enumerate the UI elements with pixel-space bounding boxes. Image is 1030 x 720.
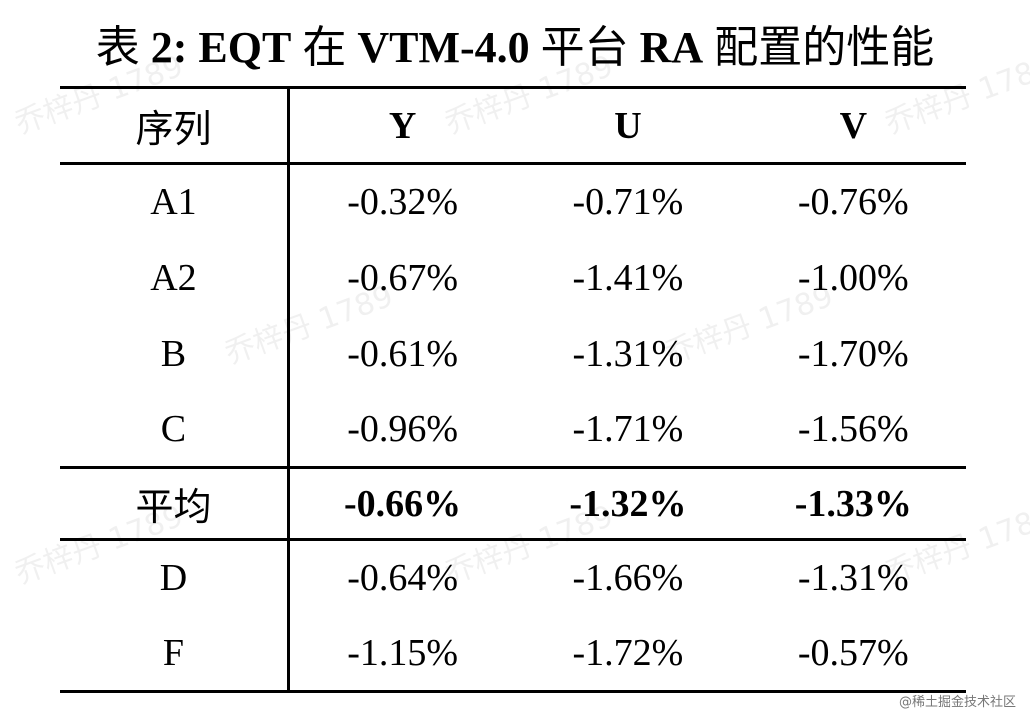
table-row: C -0.96% -1.71% -1.56% bbox=[60, 391, 966, 468]
caption-part: 配置的性能 bbox=[703, 23, 935, 72]
cell-v: -0.76% bbox=[797, 181, 909, 224]
header-y: Y bbox=[288, 86, 516, 165]
cell-v: -1.31% bbox=[797, 557, 909, 600]
cell-u: -1.66% bbox=[572, 557, 684, 600]
cell-y: -0.64% bbox=[347, 557, 458, 600]
header-v: V bbox=[740, 86, 966, 165]
cell-u: -0.71% bbox=[572, 181, 684, 224]
row-seq: C bbox=[60, 391, 290, 468]
cell-y: -0.61% bbox=[347, 332, 458, 375]
caption-part: EQT bbox=[198, 23, 292, 72]
cell-y: -0.66% bbox=[288, 466, 516, 541]
table-row: D -0.64% -1.66% -1.31% bbox=[60, 539, 966, 616]
cell-u: -1.72% bbox=[515, 615, 741, 693]
cell-u: -1.41% bbox=[572, 256, 684, 299]
average-body: 平均 -0.66% -1.32% -1.33% bbox=[60, 466, 966, 541]
row-seq: A2 bbox=[60, 239, 290, 316]
row-seq: D bbox=[60, 539, 290, 616]
group2-body: D -0.64% -1.66% -1.31% F -1.15% -1.72% -… bbox=[60, 539, 966, 693]
results-table: 序列 Y U V A1 -0.32% -0.71% -0.76% A2 -0.6… bbox=[60, 86, 966, 693]
row-seq: B bbox=[60, 315, 290, 392]
table-row: B -0.61% -1.31% -1.70% bbox=[60, 315, 966, 392]
header-u: U bbox=[515, 86, 741, 165]
cell-y: -0.96% bbox=[347, 407, 458, 450]
table-caption: 表 2: EQT 在 VTM-4.0 平台 RA 配置的性能 bbox=[0, 22, 1030, 74]
cell-v: -1.33% bbox=[740, 466, 966, 541]
caption-part: 平台 bbox=[529, 23, 629, 72]
cell-v: -1.56% bbox=[797, 407, 909, 450]
caption-prefix: 表 bbox=[95, 23, 140, 72]
cell-v: -0.57% bbox=[740, 615, 966, 693]
cell-v: -1.70% bbox=[797, 332, 909, 375]
caption-part: RA bbox=[628, 23, 704, 72]
row-seq: F bbox=[60, 615, 290, 693]
caption-part: 在 bbox=[291, 23, 347, 72]
cell-y: -0.67% bbox=[347, 256, 458, 299]
table-row: A2 -0.67% -1.41% -1.00% bbox=[60, 239, 966, 316]
header-seq: 序列 bbox=[60, 86, 290, 165]
cell-u: -1.71% bbox=[572, 407, 684, 450]
header-row: 序列 Y U V bbox=[60, 86, 966, 165]
row-seq: A1 bbox=[60, 163, 290, 240]
cell-u: -1.31% bbox=[572, 332, 684, 375]
caption-part: VTM-4.0 bbox=[346, 23, 530, 72]
footer-watermark: @稀土掘金技术社区 bbox=[898, 695, 1016, 710]
table-row: A1 -0.32% -0.71% -0.76% bbox=[60, 163, 966, 240]
caption-text: EQT 在 VTM-4.0 平台 RA 配置的性能 bbox=[198, 23, 934, 72]
cell-y: -0.32% bbox=[347, 181, 458, 224]
average-row: 平均 -0.66% -1.32% -1.33% bbox=[60, 466, 966, 541]
table-row: F -1.15% -1.72% -0.57% bbox=[60, 615, 966, 693]
row-seq: 平均 bbox=[60, 466, 290, 541]
cell-y: -1.15% bbox=[288, 615, 516, 693]
group1-body: A1 -0.32% -0.71% -0.76% A2 -0.67% -1.41%… bbox=[60, 163, 966, 468]
cell-u: -1.32% bbox=[515, 466, 741, 541]
cell-v: -1.00% bbox=[797, 256, 909, 299]
results-table-container: 序列 Y U V A1 -0.32% -0.71% -0.76% A2 -0.6… bbox=[60, 86, 966, 693]
caption-label: 2: bbox=[150, 23, 188, 72]
